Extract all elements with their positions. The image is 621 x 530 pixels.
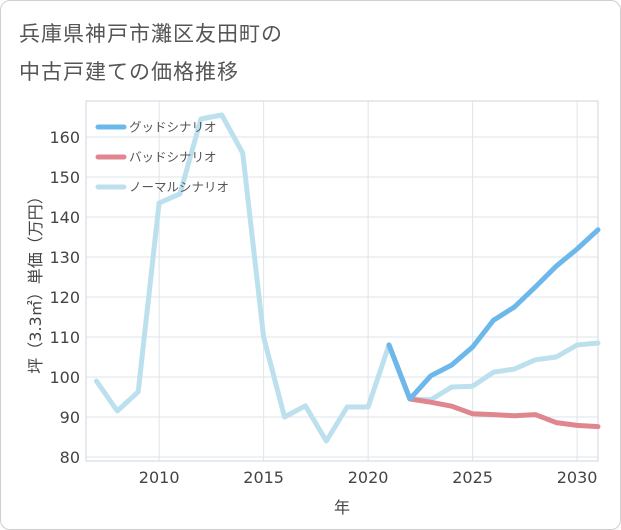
y-tick-label: 150	[49, 168, 80, 187]
series-lines	[93, 112, 601, 444]
x-tick-label: 2030	[557, 468, 598, 487]
y-tick-label: 160	[49, 128, 80, 147]
y-tick-labels: 80 90 100 110 120 130 140 150 160	[49, 128, 80, 467]
y-tick-label: 100	[49, 368, 80, 387]
x-tick-label: 2025	[452, 468, 493, 487]
y-tick-label: 90	[60, 408, 80, 427]
y-tick-label: 80	[60, 448, 80, 467]
x-tick-label: 2010	[139, 468, 180, 487]
x-tick-label: 2020	[348, 468, 389, 487]
series-line-1	[386, 342, 601, 430]
y-tick-label: 140	[49, 208, 80, 227]
y-tick-label: 130	[49, 248, 80, 267]
y-axis-label: 坪（3.3㎡）単価（万円）	[26, 188, 45, 373]
legend-label-2: ノーマルシナリオ	[129, 180, 229, 195]
plot-border	[85, 100, 599, 462]
series-line-2	[93, 112, 601, 444]
x-tick-label: 2015	[243, 468, 284, 487]
y-tick-label: 110	[49, 328, 80, 347]
x-tick-labels: 2010 2015 2020 2025 2030	[139, 468, 598, 487]
chart-title-line-1: 兵庫県神戸市灘区友田町の	[19, 22, 283, 46]
x-axis-label: 年	[334, 498, 350, 517]
y-tick-label: 120	[49, 288, 80, 307]
chart-title-line-2: 中古戸建ての価格推移	[19, 60, 239, 84]
legend-label-0: グッドシナリオ	[129, 120, 217, 135]
legend-label-1: バッドシナリオ	[129, 150, 217, 165]
series-line-0	[386, 227, 601, 402]
